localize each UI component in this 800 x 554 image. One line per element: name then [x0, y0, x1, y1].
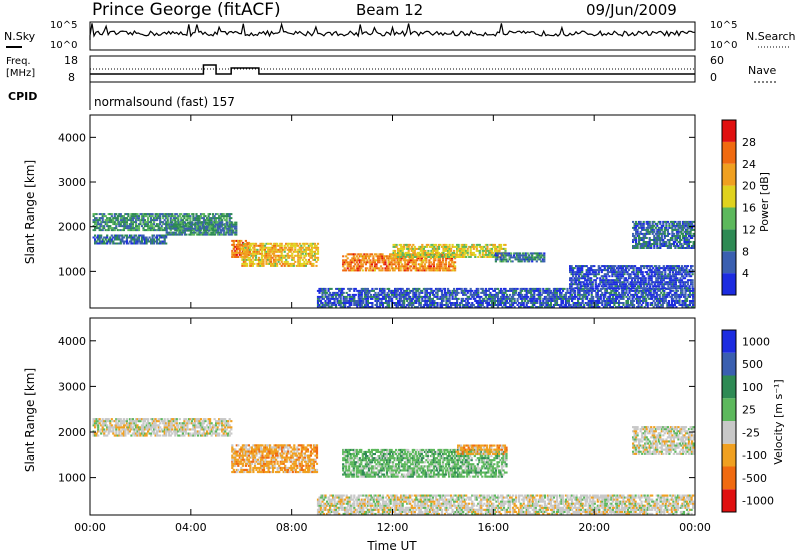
noise-right-tick-bottom: 10^0: [710, 40, 737, 51]
freq-right-tick-bottom: 0: [710, 71, 717, 84]
freq-line: [90, 64, 695, 75]
colorbar-swatch: [722, 207, 736, 230]
noise-left-tick-top: 10^5: [50, 20, 77, 31]
colorbar-tick-label: 12: [742, 223, 756, 236]
colorbar-tick-label: 100: [742, 381, 763, 394]
x-tick-label: 12:00: [377, 521, 409, 534]
noise-trace: [89, 21, 695, 40]
echo-region: [493, 252, 546, 263]
colorbar-frame: [721, 329, 737, 513]
y-tick-label: 2000: [58, 426, 86, 439]
freq-left-tick-top: 18: [64, 54, 78, 67]
power-colorbar-label: Power [dB]: [758, 172, 771, 232]
y-tick-label: 1000: [58, 472, 86, 485]
power-ylabel: Slant Range [km]: [23, 160, 37, 264]
noise-left-tick-bottom: 10^0: [50, 40, 77, 51]
colorbar-swatch: [722, 375, 736, 399]
velocity-panel: 1000 2000 3000 4000 00:00 04:00 08:00 12:00 16:0…: [58, 317, 711, 534]
colorbar-swatch: [722, 251, 736, 274]
cpid-program: normalsound (fast) 157: [94, 95, 235, 109]
velocity-colorbar: 1000 500 100 25 -25 -100 -500 -1000: [721, 329, 774, 513]
power-panel: 1000 2000 3000 4000: [58, 114, 696, 309]
echo-region: [92, 418, 233, 437]
x-axis-label: Time UT: [366, 539, 417, 553]
colorbar-frame: [721, 119, 737, 296]
x-tick-label: 08:00: [276, 521, 308, 534]
echo-region: [316, 287, 695, 308]
colorbar-swatch: [722, 352, 736, 376]
colorbar-tick-label: -500: [742, 472, 767, 485]
beam-title: Beam 12: [356, 1, 423, 19]
y-tick-label: 3000: [58, 380, 86, 393]
y-tick-label: 3000: [58, 176, 86, 189]
echo-region: [632, 426, 695, 455]
plot-background: [90, 318, 695, 515]
velocity-colorbar-label: Velocity [m s⁻¹]: [772, 379, 785, 464]
echo-region: [392, 243, 507, 258]
colorbar-tick-label: 500: [742, 358, 763, 371]
echo-region: [569, 265, 694, 290]
colorbar-tick-label: 20: [742, 180, 756, 193]
colorbar-tick-label: 1000: [742, 335, 770, 348]
y-tick-label: 1000: [58, 265, 86, 278]
colorbar-tick-label: 24: [742, 158, 756, 171]
freq-unit-label: [MHz]: [6, 68, 35, 79]
noise-sky-line: [89, 21, 695, 40]
colorbar-swatch: [722, 141, 736, 164]
colorbar-swatch: [722, 443, 736, 467]
colorbar-swatch: [722, 421, 736, 444]
noise-search-label: N.Search: [746, 30, 796, 43]
x-tick-label: 04:00: [175, 521, 207, 534]
date-title: 09/Jun/2009: [586, 1, 677, 19]
x-tick-label: 16:00: [477, 521, 509, 534]
colorbar-swatch: [722, 398, 736, 421]
echo-region: [231, 444, 319, 474]
noise-sky-label: N.Sky: [4, 30, 36, 43]
x-tick-label: 20:00: [578, 521, 610, 534]
colorbar-tick-label: -100: [742, 449, 767, 462]
echo-region: [455, 444, 508, 455]
cpid-label: CPID: [8, 90, 37, 103]
colorbar-tick-label: -25: [742, 426, 760, 439]
echo-region: [241, 242, 320, 267]
colorbar-swatch: [722, 120, 736, 142]
velocity-ylabel: Slant Range [km]: [23, 368, 37, 472]
echo-region: [342, 448, 508, 478]
x-tick-label: 00:00: [74, 521, 106, 534]
y-tick-label: 2000: [58, 221, 86, 234]
colorbar-tick-label: 8: [742, 245, 749, 258]
colorbar-swatch: [722, 163, 736, 186]
echo-region: [92, 234, 168, 245]
x-tick-label: 00:00: [679, 521, 711, 534]
freq-label: Freq.: [6, 56, 31, 67]
noise-right-tick-top: 10^5: [710, 20, 737, 31]
colorbar-swatch: [722, 466, 736, 490]
colorbar-tick-label: 16: [742, 202, 756, 215]
y-tick-label: 4000: [58, 335, 86, 348]
freq-trace: [90, 64, 695, 75]
power-colorbar: 4 8 12 16 20 24 28: [721, 119, 756, 296]
colorbar-tick-label: 28: [742, 136, 756, 149]
colorbar-swatch: [722, 229, 736, 252]
colorbar-swatch: [722, 273, 736, 295]
colorbar-tick-label: 4: [742, 267, 749, 280]
colorbar-tick-label: -1000: [742, 495, 774, 508]
colorbar-swatch: [722, 330, 736, 353]
freq-left-tick-bottom: 8: [68, 71, 75, 84]
echo-region: [316, 494, 695, 515]
station-title: Prince George (fitACF): [92, 0, 281, 20]
echo-region: [632, 220, 695, 249]
colorbar-swatch: [722, 489, 736, 512]
freq-right-tick-top: 60: [710, 54, 724, 67]
colorbar-swatch: [722, 185, 736, 208]
y-tick-label: 4000: [58, 131, 86, 144]
nave-label: Nave: [748, 64, 776, 77]
colorbar-tick-label: 25: [742, 404, 756, 417]
echo-region: [165, 221, 238, 236]
